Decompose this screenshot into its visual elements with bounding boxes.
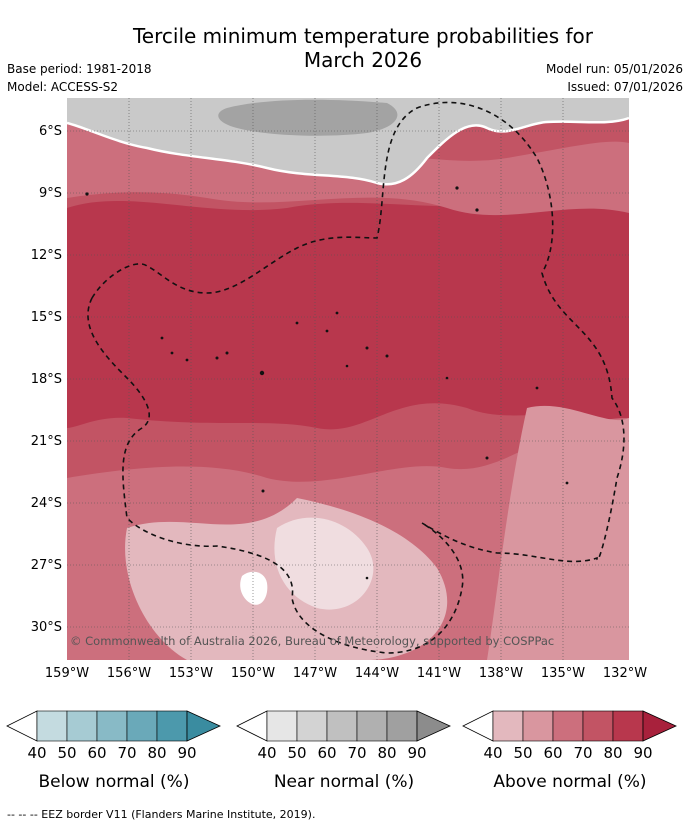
title-line-2: March 2026: [303, 48, 423, 72]
lon-label: 156°W: [106, 666, 152, 681]
near-normal-region: [67, 98, 629, 185]
legend-tick: 90: [177, 744, 197, 762]
legend-tick: 70: [573, 744, 593, 762]
base-period: Base period: 1981-2018: [7, 62, 152, 76]
probability-map: © Commonwealth of Australia 2026, Bureau…: [67, 98, 629, 660]
legend-tick: 50: [57, 744, 77, 762]
lat-label: 30°S: [30, 620, 62, 635]
legend-tick: 70: [117, 744, 137, 762]
meta-left: Base period: 1981-2018 Model: ACCESS-S2: [7, 60, 152, 96]
near-normal-dark: [218, 99, 398, 136]
legend-tick: 90: [633, 744, 653, 762]
legend-near-normal: 40 50 60 70 80 90 Near normal (%): [236, 706, 452, 792]
lon-label: 144°W: [354, 666, 400, 681]
above-80-region: [67, 193, 629, 430]
issued-date: Issued: 07/01/2026: [567, 80, 683, 94]
copyright-notice: © Commonwealth of Australia 2026, Bureau…: [70, 634, 554, 648]
lon-label: 147°W: [292, 666, 338, 681]
legend-below-normal: 40 50 60 70 80 90 Below normal (%): [6, 706, 222, 792]
legend-tick: 90: [407, 744, 427, 762]
eez-border-cook-islands: [91, 101, 625, 563]
legend-caption: Above normal (%): [493, 772, 647, 792]
lat-label: 18°S: [30, 372, 62, 387]
lon-label: 138°W: [478, 666, 524, 681]
colorbar-near-normal: [236, 710, 451, 742]
lon-label: 141°W: [416, 666, 462, 681]
legend-caption: Near normal (%): [273, 772, 415, 792]
lon-label: 153°W: [168, 666, 214, 681]
lon-label: 159°W: [44, 666, 90, 681]
legend-tick: 60: [87, 744, 107, 762]
legend-tick: 80: [147, 744, 167, 762]
model-name: Model: ACCESS-S2: [7, 80, 119, 94]
colorbar-above-normal: [462, 710, 677, 742]
colorbar-below-normal: [6, 710, 221, 742]
white-patch: [240, 571, 268, 605]
lat-label: 12°S: [30, 248, 62, 263]
lat-label: 9°S: [38, 186, 62, 201]
legend-tick: 50: [287, 744, 307, 762]
legend-tick: 40: [257, 744, 277, 762]
legend-tick: 80: [603, 744, 623, 762]
above-50-region-east: [487, 405, 629, 660]
eez-borders: [87, 101, 625, 654]
legend-tick: 40: [27, 744, 47, 762]
legend-tick: 50: [513, 744, 533, 762]
title-line-1: Tercile minimum temperature probabilitie…: [132, 24, 594, 48]
legend-tick: 60: [543, 744, 563, 762]
legend-above-normal: 40 50 60 70 80 90 Above normal (%): [462, 706, 678, 792]
legend-tick: 70: [347, 744, 367, 762]
lat-label: 27°S: [30, 558, 62, 573]
lat-label: 6°S: [38, 124, 62, 139]
lon-label: 135°W: [540, 666, 586, 681]
near-normal-boundary: [67, 116, 629, 186]
lon-label: 132°W: [602, 666, 648, 681]
eez-footnote: -- -- -- EEZ border V11 (Flanders Marine…: [7, 808, 316, 821]
lon-label: 150°W: [230, 666, 276, 681]
legend-caption: Below normal (%): [38, 772, 190, 792]
legend-tick: 80: [377, 744, 397, 762]
legend-tick: 40: [483, 744, 503, 762]
lat-label: 21°S: [30, 434, 62, 449]
eez-border-french-polynesia: [87, 297, 464, 654]
map-title: Tercile minimum temperature probabilitie…: [0, 24, 690, 72]
islands: [85, 186, 569, 580]
lat-label: 24°S: [30, 496, 62, 511]
model-run: Model run: 05/01/2026: [545, 62, 683, 76]
legend-tick: 60: [317, 744, 337, 762]
lat-label: 15°S: [30, 310, 62, 325]
meta-right: Model run: 05/01/2026 Issued: 07/01/2026: [546, 60, 683, 96]
graticule: [67, 98, 629, 660]
above-40-region-center: [274, 517, 374, 610]
